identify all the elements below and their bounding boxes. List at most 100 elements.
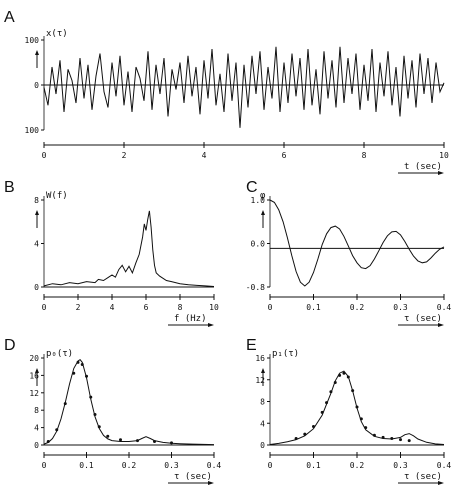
x-tick-label-E: 0.3 xyxy=(393,461,408,470)
x-tick-label-A: 8 xyxy=(362,151,367,160)
x-tick-label-D: 0.4 xyxy=(207,461,222,470)
y-tick-label-E: 12 xyxy=(255,376,265,385)
x-axis-label-E: τ (sec) xyxy=(404,472,442,482)
y-axis-label-E: p₁(τ) xyxy=(272,349,299,359)
data-point-E xyxy=(303,432,307,436)
data-point-E xyxy=(342,371,346,375)
data-point-D xyxy=(46,440,50,444)
x-arrowhead-C xyxy=(438,323,444,327)
y-arrowhead-C xyxy=(261,210,265,215)
x-axis-label-D: τ (sec) xyxy=(174,472,212,482)
y-tick-label-D: 16 xyxy=(29,371,39,380)
data-point-D xyxy=(153,440,156,444)
data-point-E xyxy=(320,410,324,414)
x-tick-label-B: 8 xyxy=(178,303,183,312)
x-tick-label-E: 0.1 xyxy=(306,461,321,470)
data-point-D xyxy=(93,413,97,417)
data-point-D xyxy=(80,363,84,367)
x-tick-label-B: 0 xyxy=(42,303,47,312)
y-tick-label-B: 0 xyxy=(34,283,39,292)
data-point-D xyxy=(76,360,80,364)
data-point-E xyxy=(329,390,333,394)
y-tick-label-E: 8 xyxy=(260,398,265,407)
x-tick-label-D: 0 xyxy=(42,461,47,470)
y-tick-label-C: 1.0 xyxy=(251,196,266,205)
x-tick-label-B: 2 xyxy=(76,303,81,312)
x-tick-label-D: 0.2 xyxy=(122,461,137,470)
y-tick-label-D: 20 xyxy=(29,354,39,363)
data-point-E xyxy=(407,439,411,443)
data-point-E xyxy=(325,401,329,405)
x-axis-label-B: f (Hz) xyxy=(174,314,207,324)
x-tick-label-A: 4 xyxy=(202,151,207,160)
data-point-D xyxy=(136,439,139,443)
panel-label-A: A xyxy=(4,9,15,26)
x-arrowhead-D xyxy=(208,481,214,485)
x-tick-label-B: 10 xyxy=(209,303,219,312)
x-tick-label-B: 4 xyxy=(110,303,115,312)
x-tick-label-A: 0 xyxy=(42,151,47,160)
data-point-D xyxy=(89,395,93,399)
x-tick-label-C: 0 xyxy=(268,303,273,312)
x-tick-label-C: 0.3 xyxy=(393,303,408,312)
y-arrowhead-A xyxy=(35,50,39,55)
x-tick-label-E: 0.4 xyxy=(437,461,452,470)
x-tick-label-C: 0.1 xyxy=(306,303,321,312)
y-tick-label-D: 0 xyxy=(34,441,39,450)
x-tick-label-C: 0.2 xyxy=(350,303,365,312)
x-arrowhead-B xyxy=(208,323,214,327)
y-arrowhead-D xyxy=(35,368,39,373)
x-tick-label-A: 2 xyxy=(122,151,127,160)
data-point-E xyxy=(381,435,385,439)
x-axis-label-C: τ (sec) xyxy=(404,314,442,324)
data-point-D xyxy=(55,428,59,432)
data-point-E xyxy=(333,380,337,384)
data-point-E xyxy=(294,436,298,440)
y-arrowhead-B xyxy=(35,210,39,215)
panel-label-E: E xyxy=(246,337,257,354)
y-tick-label-B: 8 xyxy=(34,196,39,205)
x-tick-label-A: 6 xyxy=(282,151,287,160)
y-axis-label-D: p₀(τ) xyxy=(46,349,73,359)
y-tick-label-A: 0 xyxy=(34,81,39,90)
panel-label-D: D xyxy=(4,337,16,354)
y-axis-label-B: W(f) xyxy=(46,191,68,201)
data-point-E xyxy=(355,405,359,409)
x-tick-label-A: 10 xyxy=(439,151,449,160)
y-axis-label-A: x(τ) xyxy=(46,29,68,39)
y-tick-label-C: 0.0 xyxy=(251,240,266,249)
series-line-D xyxy=(43,359,215,446)
data-point-E xyxy=(399,438,402,442)
data-point-E xyxy=(346,375,350,379)
data-point-D xyxy=(106,434,110,438)
series-line-A xyxy=(43,46,445,128)
panel-label-C: C xyxy=(246,179,258,196)
data-point-E xyxy=(338,373,342,377)
y-tick-label-D: 12 xyxy=(29,389,39,398)
y-tick-label-D: 8 xyxy=(34,406,39,415)
series-line-B xyxy=(43,210,215,287)
y-tick-label-E: 16 xyxy=(255,354,265,363)
x-tick-label-E: 0.2 xyxy=(350,461,365,470)
y-tick-label-B: 4 xyxy=(34,240,39,249)
y-tick-label-E: 0 xyxy=(260,441,265,450)
x-arrowhead-A xyxy=(438,171,444,175)
data-point-E xyxy=(364,426,368,430)
series-line-C xyxy=(269,199,445,287)
y-tick-label-E: 4 xyxy=(260,419,265,428)
data-point-D xyxy=(85,374,88,378)
data-point-E xyxy=(372,433,376,437)
x-tick-label-E: 0 xyxy=(268,461,273,470)
data-point-E xyxy=(312,425,315,429)
data-point-D xyxy=(72,371,76,375)
data-point-E xyxy=(359,417,363,421)
data-point-D xyxy=(170,441,173,445)
x-tick-label-C: 0.4 xyxy=(437,303,452,312)
y-arrowhead-E xyxy=(261,368,265,373)
data-point-D xyxy=(119,438,122,442)
y-tick-label-A: 100 xyxy=(25,36,40,45)
x-axis-label-A: t (sec) xyxy=(404,162,442,172)
data-point-E xyxy=(351,389,355,393)
y-tick-label-A: 100 xyxy=(25,126,40,135)
